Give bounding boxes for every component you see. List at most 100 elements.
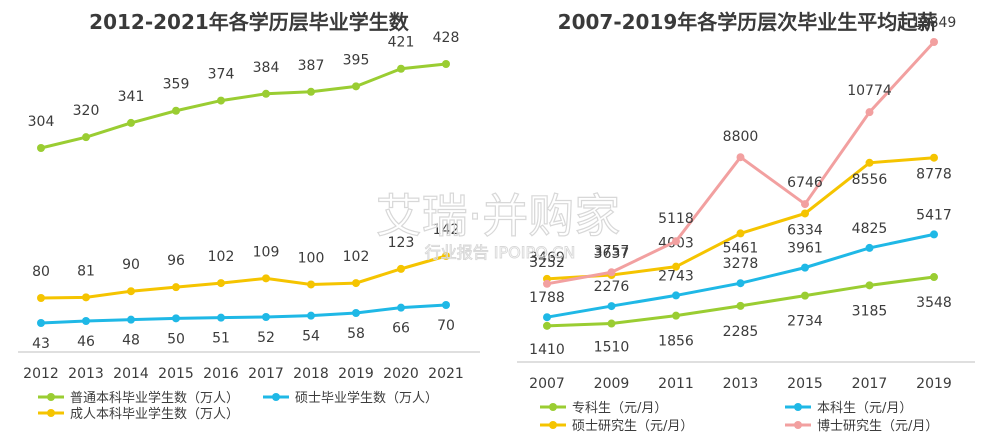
left-data-label: 66 (392, 321, 410, 337)
right-data-point (801, 263, 809, 272)
left-data-point (442, 252, 450, 260)
right-data-label: 3548 (916, 295, 952, 311)
left-x-tick-label: 2014 (113, 366, 149, 382)
right-data-point (543, 279, 551, 288)
left-data-label: 96 (167, 253, 185, 269)
left-data-label: 81 (77, 263, 95, 279)
left-data-label: 100 (298, 250, 325, 266)
watermark-sub: 行业报告 IPOIPO.CN (425, 243, 576, 262)
left-series-line-1 (40, 254, 447, 300)
right-legend-marker (794, 421, 802, 429)
right-x-tick-label: 2017 (852, 376, 888, 392)
left-data-point (307, 280, 315, 289)
left-data-label: 142 (433, 222, 460, 238)
left-data-point (262, 274, 270, 283)
left-data-point (217, 96, 225, 105)
right-data-point (930, 273, 938, 282)
right-legend-marker (549, 421, 557, 429)
right-data-point (543, 321, 551, 330)
right-data-label: 6746 (787, 175, 823, 191)
left-data-point (172, 106, 180, 115)
right-data-label: 4825 (852, 221, 888, 237)
left-data-label: 395 (343, 52, 370, 68)
right-data-point (607, 268, 616, 277)
right-data-label: 13849 (912, 15, 957, 31)
right-data-point (801, 209, 809, 218)
right-data-point (672, 237, 680, 246)
left-data-point (127, 118, 135, 127)
right-data-label: 10774 (847, 83, 892, 99)
right-data-point (865, 243, 874, 252)
right-data-label: 2743 (658, 268, 694, 284)
left-data-label: 341 (118, 89, 145, 105)
right-data-point (736, 301, 745, 310)
left-series-line-0 (40, 62, 447, 150)
right-data-label: 6334 (787, 222, 823, 238)
left-data-point (172, 283, 180, 292)
left-data-label: 70 (437, 318, 455, 334)
left-data-point (262, 89, 270, 98)
right-data-point (930, 230, 938, 239)
left-data-label: 50 (167, 331, 185, 347)
left-data-point (442, 60, 450, 68)
right-legend-label: 专科生（元/月） (572, 401, 667, 416)
right-legend-label: 博士研究生（元/月） (817, 419, 938, 434)
left-x-tick-label: 2017 (248, 366, 284, 382)
right-data-label: 5461 (723, 240, 759, 256)
left-data-label: 384 (253, 60, 280, 76)
left-legend-marker (272, 393, 280, 401)
left-data-point (217, 313, 225, 322)
right-data-label: 5417 (916, 207, 952, 223)
right-data-point (736, 153, 745, 162)
left-data-label: 320 (73, 103, 100, 119)
left-data-point (82, 293, 90, 302)
right-data-point (801, 200, 809, 209)
left-x-tick-label: 2016 (203, 366, 239, 382)
left-data-label: 102 (343, 249, 370, 265)
left-x-tick-label: 2012 (23, 366, 59, 382)
left-data-point (82, 317, 90, 325)
right-chart-title: 2007-2019年各学历层次毕业生平均起薪 (557, 10, 938, 34)
right-data-point (930, 38, 938, 46)
left-data-label: 428 (433, 30, 460, 46)
left-data-point (127, 315, 135, 324)
left-legend-label: 硕士毕业学生数（万人） (295, 390, 438, 406)
right-data-label: 1510 (594, 340, 630, 356)
right-data-point (865, 158, 874, 167)
left-x-tick-label: 2021 (428, 366, 464, 382)
left-data-point (37, 319, 45, 327)
right-data-point (543, 313, 551, 322)
left-data-label: 58 (347, 326, 365, 342)
right-data-label: 3757 (594, 243, 630, 259)
left-data-label: 52 (257, 330, 275, 346)
right-data-label: 3278 (723, 256, 759, 272)
right-data-label: 1856 (658, 334, 694, 350)
right-data-label: 5118 (658, 211, 694, 227)
right-data-label: 8800 (723, 129, 759, 145)
left-data-point (397, 303, 405, 312)
left-data-label: 387 (298, 58, 325, 74)
right-data-label: 3469 (529, 250, 565, 266)
right-x-tick-label: 2019 (916, 376, 952, 392)
left-data-label: 304 (28, 114, 55, 130)
left-data-point (352, 309, 360, 317)
left-x-tick-label: 2018 (293, 366, 329, 382)
left-legend-marker (47, 409, 55, 417)
left-data-label: 43 (32, 336, 50, 352)
right-data-label: 2734 (787, 314, 823, 330)
right-data-label: 3961 (787, 241, 823, 257)
right-data-point (672, 311, 680, 320)
left-x-tick-label: 2020 (383, 366, 419, 382)
left-data-label: 109 (253, 244, 280, 260)
left-legend-marker (47, 393, 55, 401)
right-legend-label: 硕士研究生（元/月） (572, 419, 693, 434)
left-data-point (127, 287, 135, 296)
right-data-point (865, 281, 874, 290)
left-data-point (307, 311, 315, 320)
left-data-label: 51 (212, 331, 230, 347)
left-data-point (37, 294, 45, 302)
right-data-label: 3637 (594, 246, 630, 262)
left-x-tick-label: 2019 (338, 366, 374, 382)
right-data-label: 8556 (852, 172, 888, 188)
